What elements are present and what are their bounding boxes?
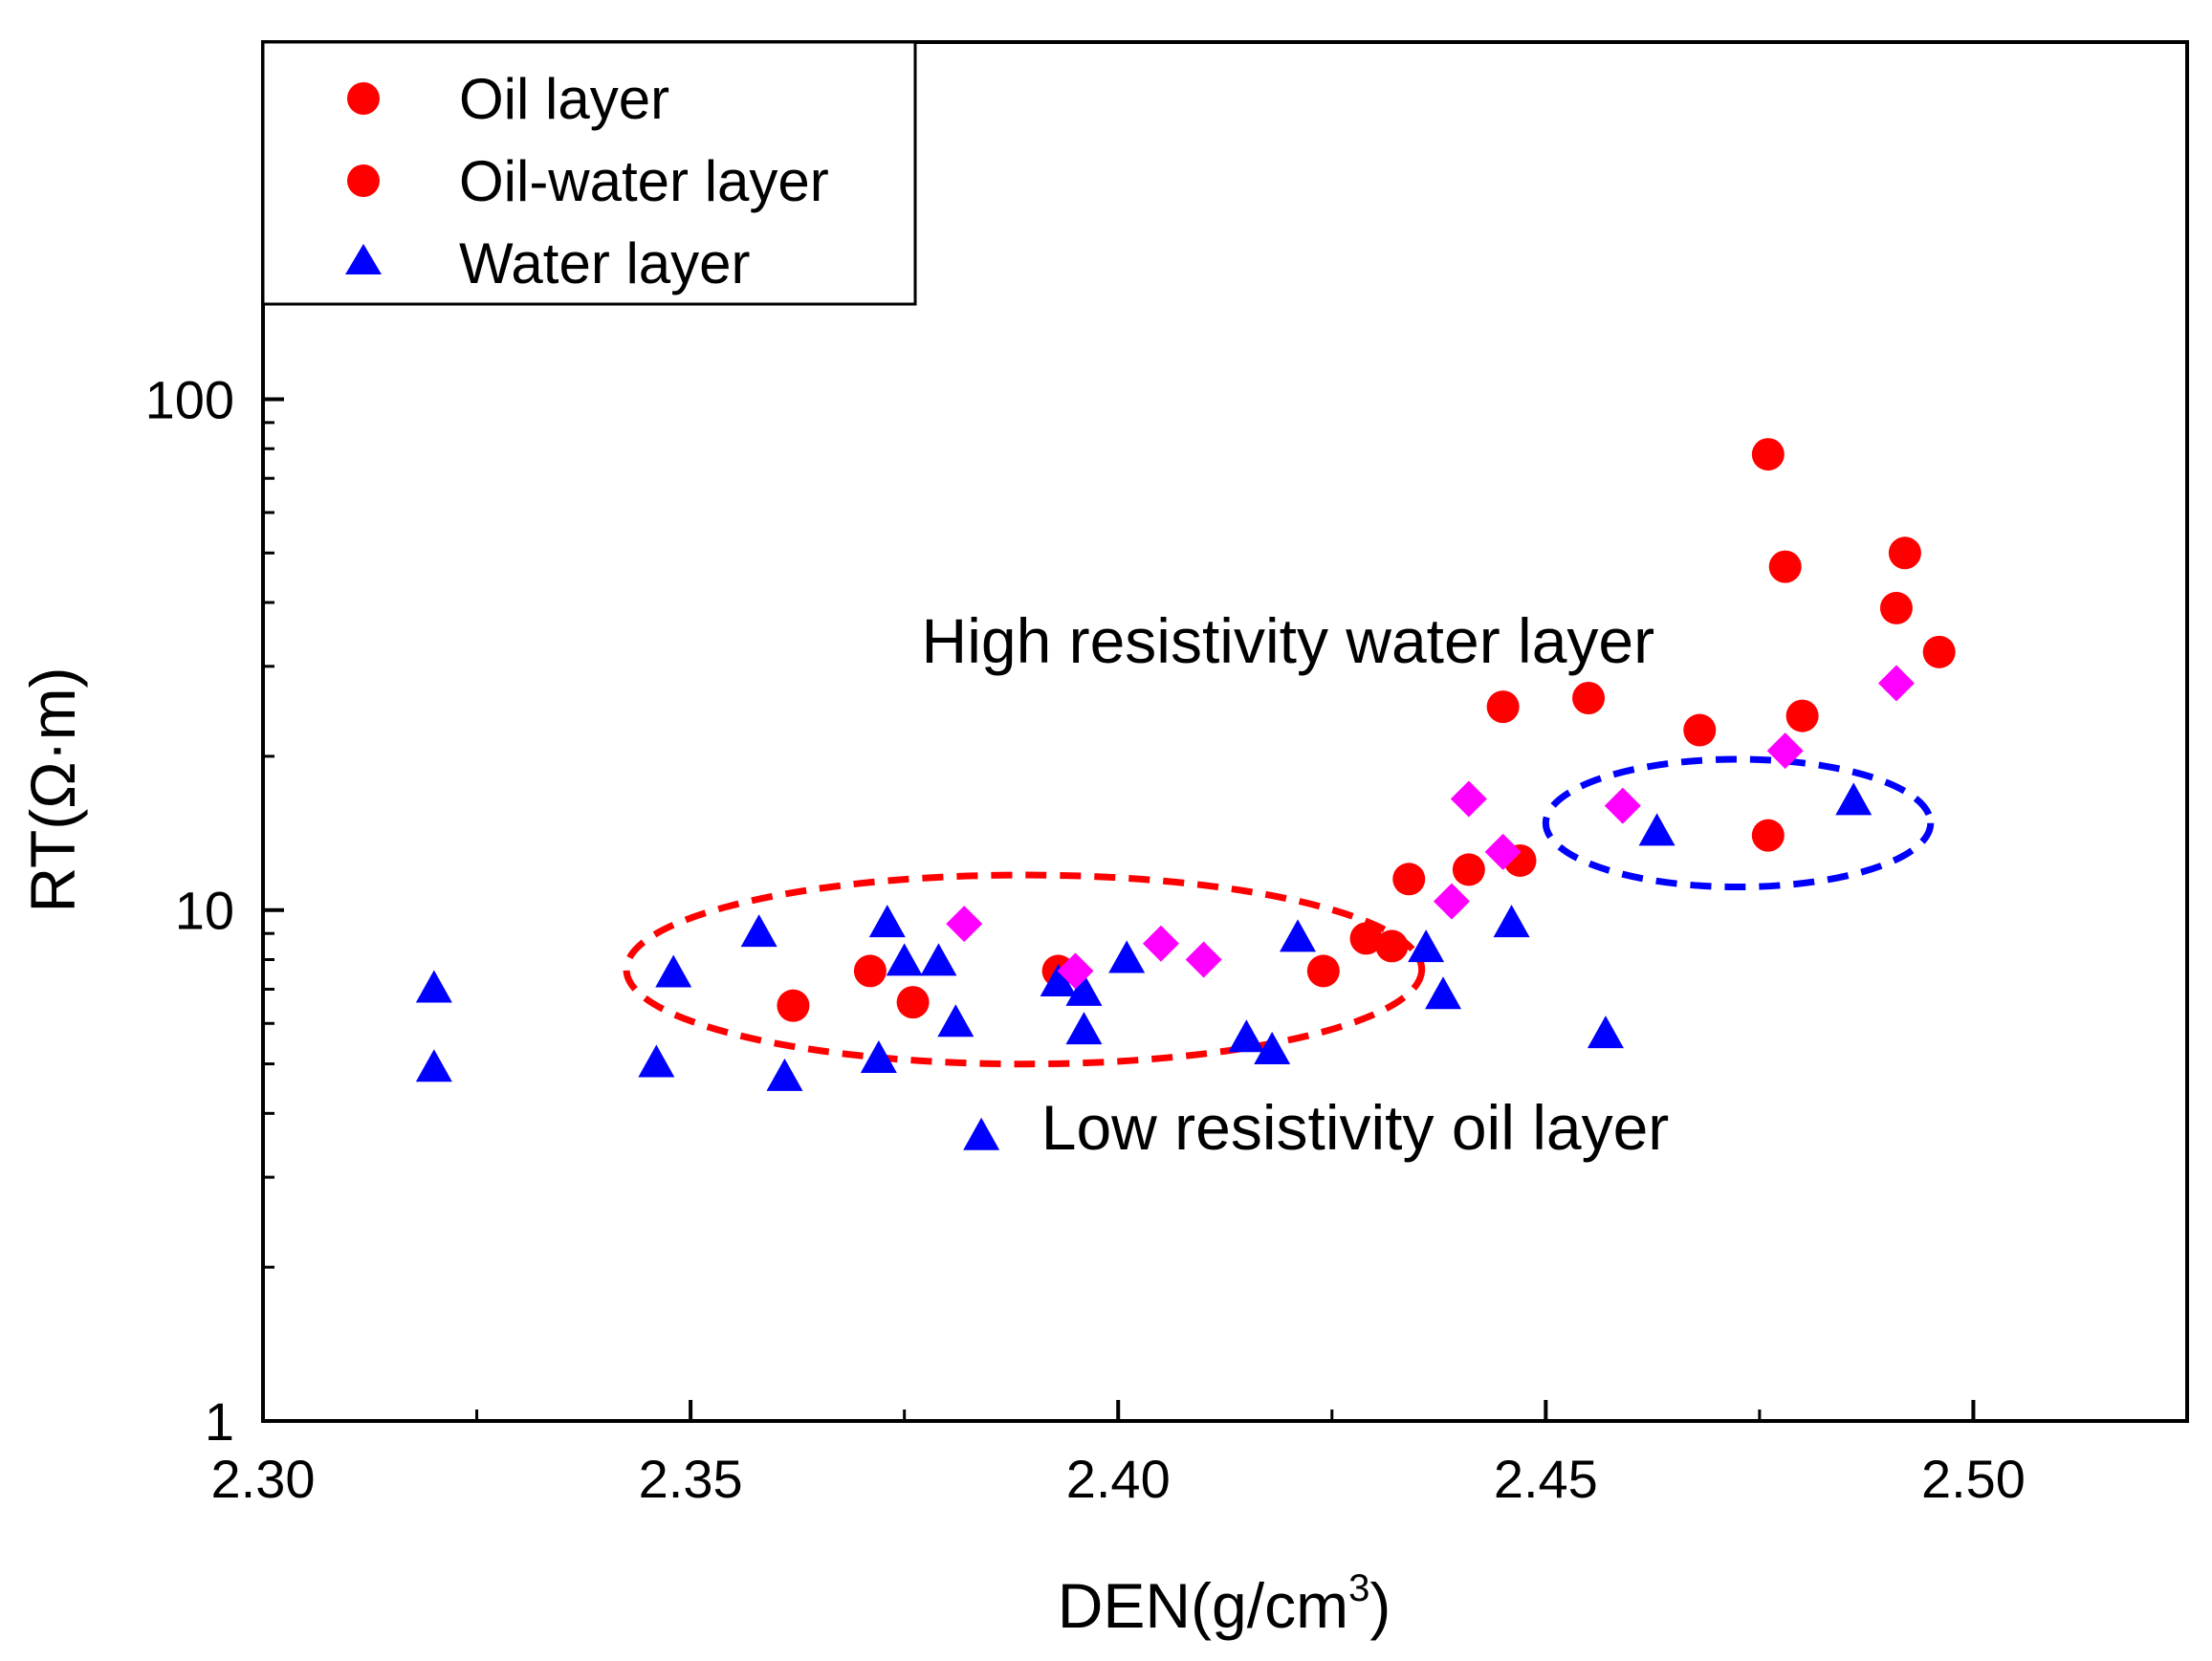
point-water-layer bbox=[1493, 905, 1530, 938]
point-water-layer bbox=[937, 1004, 975, 1038]
point-water-layer bbox=[1425, 976, 1462, 1010]
point-water-layer bbox=[886, 943, 923, 976]
x-tick-label: 2.50 bbox=[1921, 1449, 2026, 1509]
point-water-layer bbox=[1408, 929, 1445, 963]
point-water-layer bbox=[963, 1117, 1000, 1150]
point-oil-layer bbox=[1572, 682, 1606, 715]
point-water-layer bbox=[415, 1049, 452, 1082]
point-oil-layer bbox=[777, 989, 810, 1022]
point-oil-water-layer bbox=[1450, 780, 1487, 818]
point-oil-water-layer bbox=[946, 906, 983, 943]
point-oil-water-layer bbox=[1142, 925, 1179, 962]
point-oil-water-layer bbox=[1185, 941, 1222, 978]
point-oil-water-layer bbox=[1484, 833, 1522, 870]
point-water-layer bbox=[1835, 782, 1873, 816]
point-oil-water-layer bbox=[1057, 952, 1094, 990]
legend-label-oil-layer: Oil layer bbox=[459, 67, 669, 131]
point-water-layer bbox=[1254, 1032, 1291, 1065]
point-oil-water-layer bbox=[1766, 732, 1804, 770]
y-axis-title: RT(Ω·m) bbox=[17, 667, 88, 912]
highlight-regions bbox=[623, 755, 1935, 1068]
point-oil-layer bbox=[1879, 591, 1913, 624]
point-water-layer bbox=[1040, 963, 1077, 996]
point-water-layer bbox=[860, 1039, 897, 1073]
x-tick-label: 2.45 bbox=[1494, 1449, 1598, 1509]
point-oil-layer bbox=[1375, 929, 1409, 963]
high-resistivity-ellipse bbox=[1542, 755, 1935, 891]
point-oil-layer bbox=[896, 986, 930, 1019]
y-tick-label: 1 bbox=[205, 1391, 234, 1452]
point-oil-layer bbox=[853, 954, 887, 988]
x-axis-title: DEN(g/cm3) bbox=[1058, 1567, 1391, 1641]
low-resistivity-ellipse bbox=[623, 871, 1426, 1068]
point-oil-water-layer bbox=[1877, 665, 1915, 702]
point-oil-water-layer bbox=[1604, 787, 1641, 824]
legend-marker-water-layer bbox=[345, 244, 382, 274]
point-water-layer bbox=[1108, 940, 1146, 973]
point-oil-water-layer bbox=[1433, 883, 1470, 920]
point-oil-layer bbox=[1751, 819, 1785, 852]
point-water-layer bbox=[655, 954, 692, 988]
point-oil-layer bbox=[1306, 954, 1340, 988]
y-tick-label: 10 bbox=[175, 881, 234, 941]
point-water-layer bbox=[1280, 919, 1317, 952]
point-water-layer bbox=[766, 1058, 803, 1091]
plot-frame bbox=[261, 40, 2189, 1423]
x-tick-label: 2.30 bbox=[211, 1449, 316, 1509]
axis-ticks: 2.30 2.35 2.40 2.45 2.50 1 10 100 bbox=[145, 40, 2026, 1509]
point-oil-layer bbox=[1785, 699, 1819, 732]
point-water-layer bbox=[1587, 1016, 1624, 1049]
legend-marker-oil-water-layer bbox=[347, 164, 380, 197]
point-oil-layer bbox=[1922, 635, 1956, 668]
x-tick-label: 2.35 bbox=[639, 1449, 743, 1509]
legend-label-oil-water-layer: Oil-water layer bbox=[459, 149, 829, 213]
point-oil-layer bbox=[1751, 438, 1785, 471]
point-oil-layer bbox=[1392, 863, 1426, 896]
point-oil-layer bbox=[1888, 536, 1921, 570]
point-water-layer bbox=[868, 905, 906, 938]
legend-marker-oil-layer bbox=[347, 82, 380, 115]
data-points bbox=[415, 438, 1956, 1150]
point-oil-layer bbox=[1486, 690, 1520, 724]
point-oil-layer bbox=[1768, 550, 1802, 583]
point-water-layer bbox=[920, 943, 957, 976]
point-water-layer bbox=[1065, 973, 1103, 1006]
point-water-layer bbox=[1638, 813, 1675, 846]
annotation-high-resistivity-water-layer: High resistivity water layer bbox=[922, 605, 1655, 676]
point-water-layer bbox=[415, 970, 452, 1003]
x-axis-title-superscript: 3 bbox=[1348, 1567, 1369, 1609]
point-oil-layer bbox=[1349, 922, 1383, 955]
point-water-layer bbox=[1065, 1012, 1103, 1045]
legend: Oil layer Oil-water layer Water layer bbox=[261, 40, 917, 306]
legend-label-water-layer: Water layer bbox=[459, 231, 751, 295]
point-oil-layer bbox=[1452, 853, 1485, 886]
x-tick-label: 2.40 bbox=[1066, 1449, 1171, 1509]
point-water-layer bbox=[740, 914, 777, 948]
annotation-low-resistivity-oil-layer: Low resistivity oil layer bbox=[1041, 1092, 1670, 1163]
y-tick-label: 100 bbox=[145, 369, 234, 429]
point-oil-layer bbox=[1683, 713, 1717, 747]
point-water-layer bbox=[1228, 1019, 1265, 1053]
point-water-layer bbox=[638, 1044, 675, 1078]
